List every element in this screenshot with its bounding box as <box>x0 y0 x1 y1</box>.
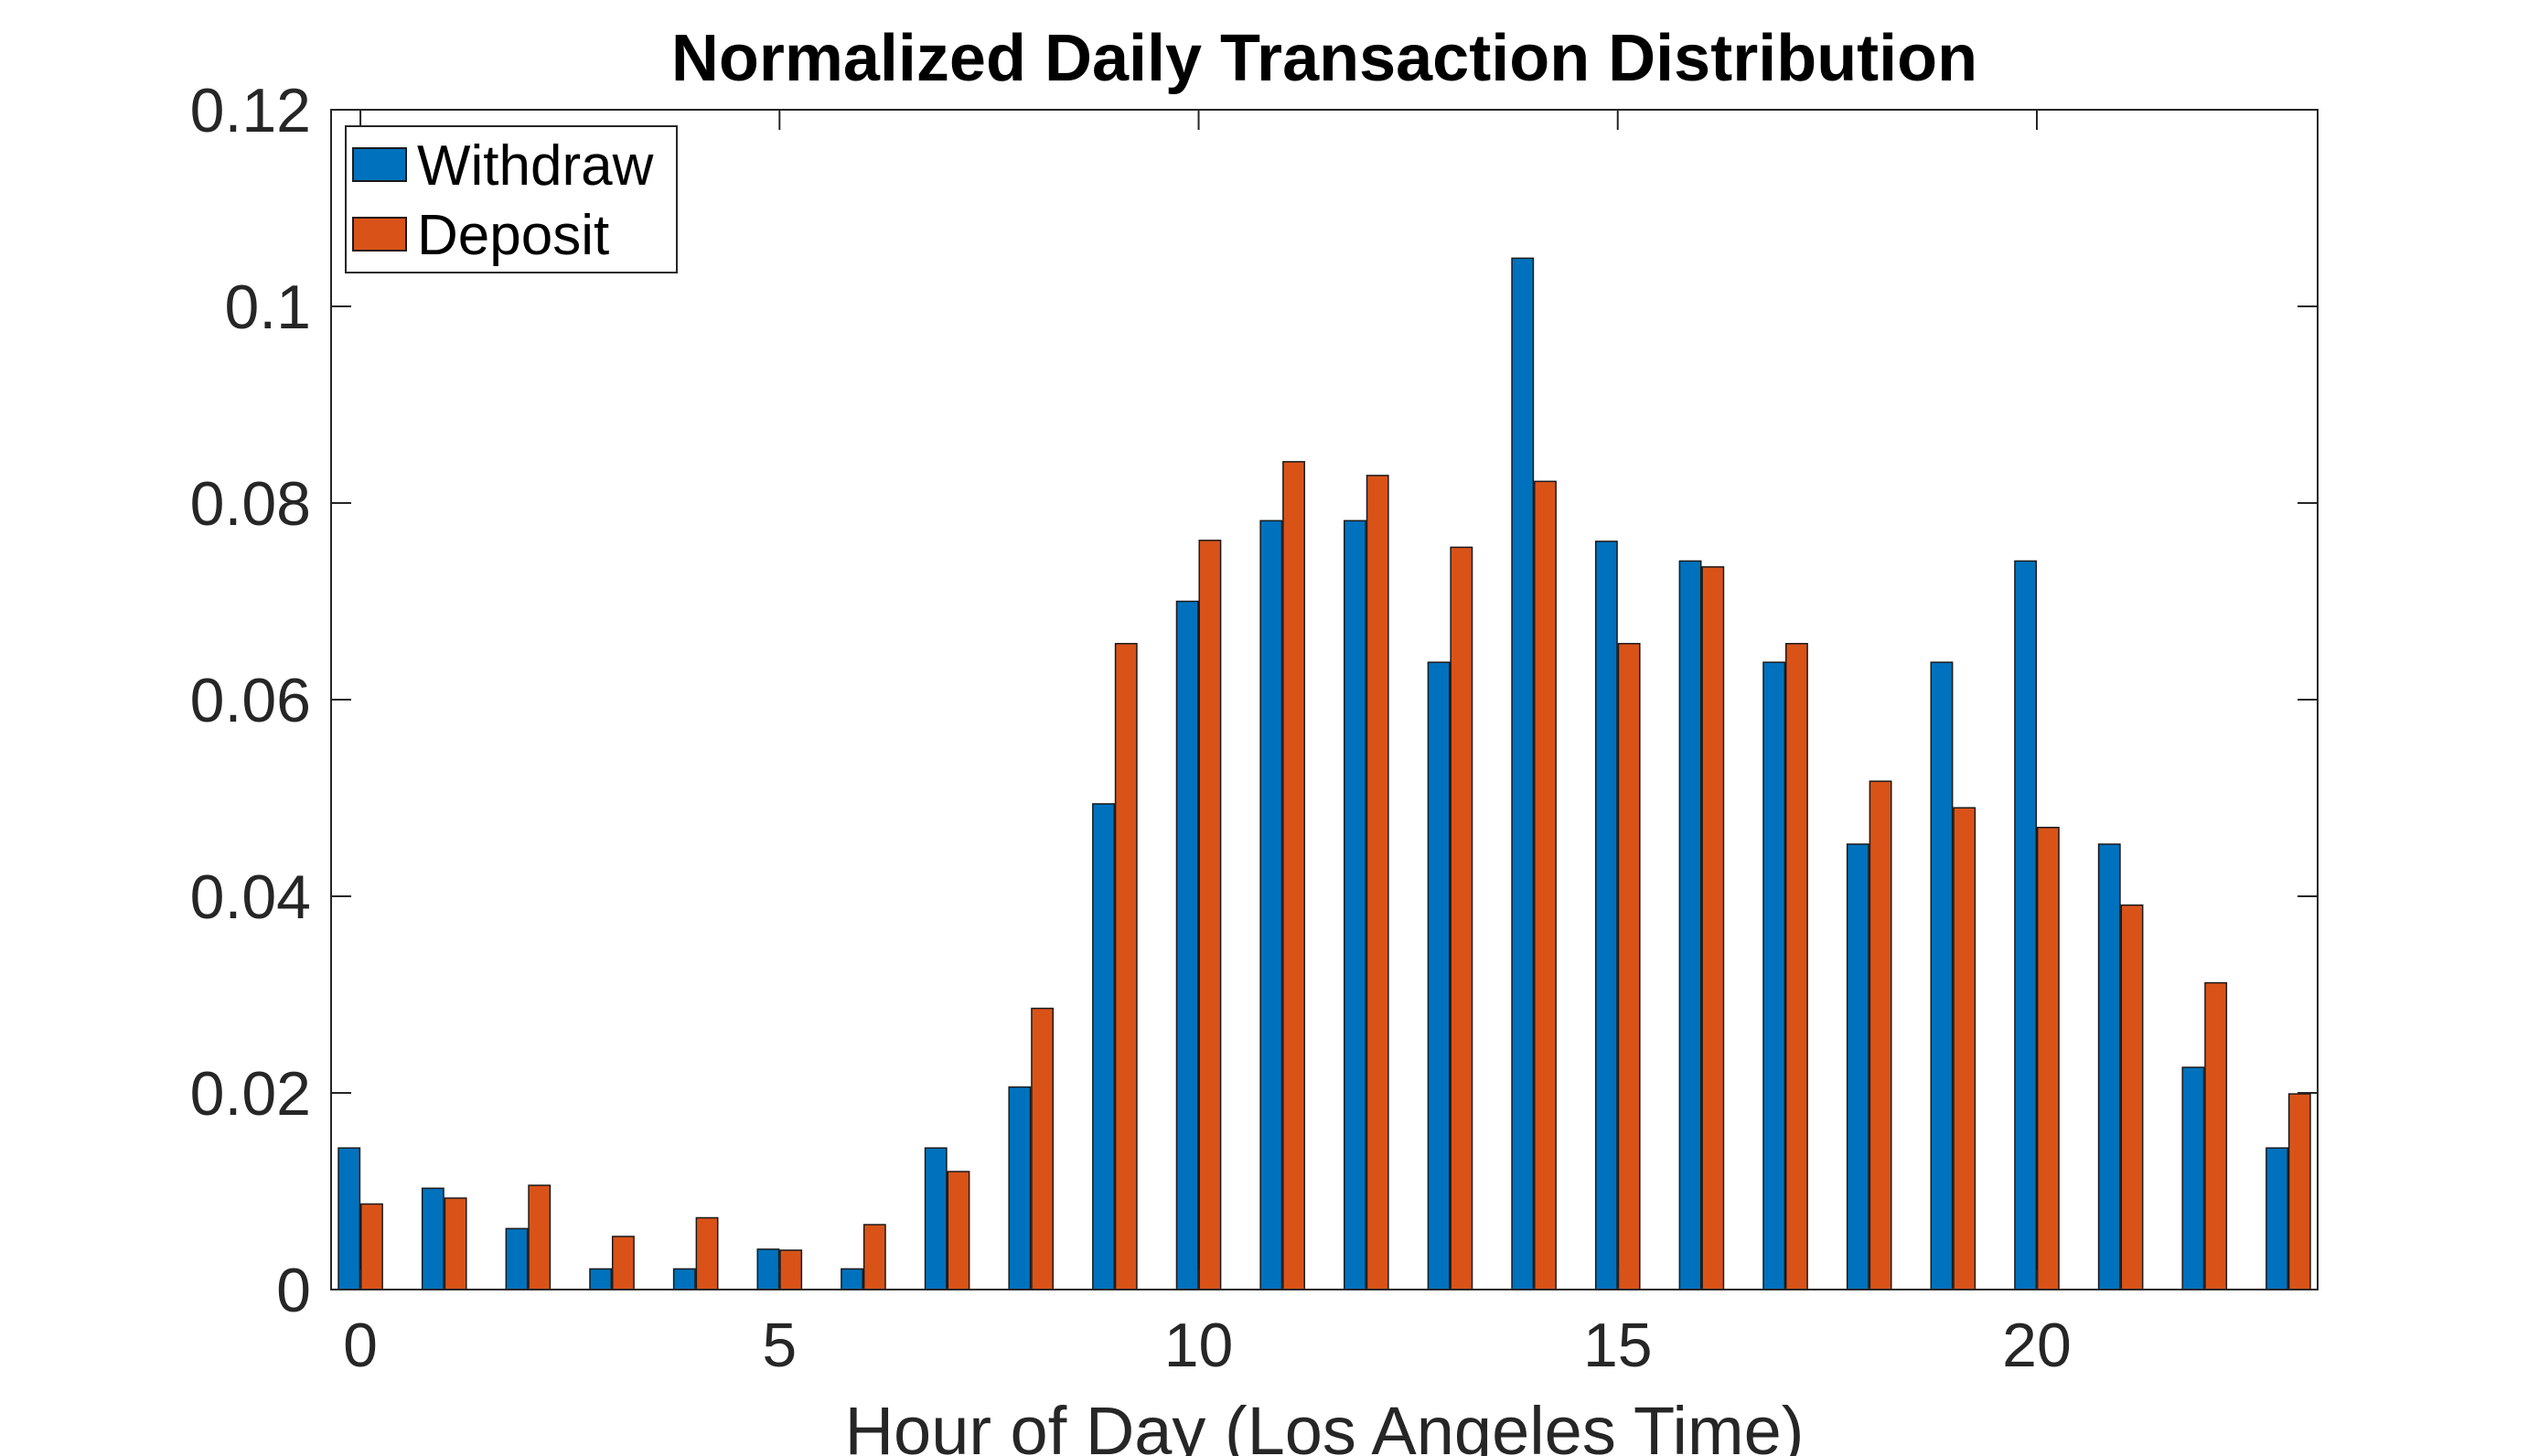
bar-deposit-hour-21 <box>2120 904 2144 1290</box>
x-tick-label: 20 <box>2002 1311 2072 1380</box>
bar-withdraw-hour-3 <box>589 1268 613 1290</box>
y-tick-label: 0.02 <box>190 1059 311 1129</box>
legend-label-withdraw: Withdraw <box>417 134 654 198</box>
bar-deposit-hour-5 <box>779 1249 803 1290</box>
bar-withdraw-hour-7 <box>924 1147 948 1290</box>
bar-deposit-hour-4 <box>695 1216 719 1290</box>
bar-deposit-hour-23 <box>2287 1093 2311 1290</box>
bar-withdraw-hour-20 <box>2014 560 2038 1290</box>
y-tick-label: 0.12 <box>190 76 311 145</box>
bar-deposit-hour-17 <box>1784 642 1808 1290</box>
bar-deposit-hour-19 <box>1953 807 1976 1290</box>
bar-deposit-hour-8 <box>1031 1007 1055 1290</box>
x-tick-labels: 0 5 10 15 20 <box>343 1311 2072 1380</box>
bar-withdraw-hour-8 <box>1008 1086 1032 1290</box>
bar-withdraw-hour-18 <box>1846 843 1869 1290</box>
bar-deposit-hour-9 <box>1114 642 1138 1290</box>
y-tick-label: 0.04 <box>190 862 311 932</box>
x-axis-label: Hour of Day (Los Angeles Time) <box>845 1393 1805 1456</box>
bar-withdraw-hour-17 <box>1762 661 1786 1290</box>
x-tick-label: 10 <box>1164 1311 1234 1380</box>
bar-withdraw-hour-0 <box>337 1147 361 1290</box>
bar-deposit-hour-0 <box>360 1203 383 1290</box>
legend: Withdraw Deposit <box>345 125 678 273</box>
bar-deposit-hour-13 <box>1450 546 1473 1290</box>
bar-withdraw-hour-2 <box>505 1227 529 1290</box>
bar-withdraw-hour-6 <box>841 1268 864 1290</box>
bar-deposit-hour-1 <box>444 1197 467 1290</box>
legend-swatch-withdraw <box>352 147 407 182</box>
y-tick-label: 0 <box>276 1256 311 1325</box>
bar-withdraw-hour-12 <box>1344 519 1366 1290</box>
bar-withdraw-hour-13 <box>1427 661 1451 1290</box>
bar-withdraw-hour-16 <box>1678 560 1702 1290</box>
bar-withdraw-hour-21 <box>2097 843 2121 1290</box>
bar-deposit-hour-20 <box>2036 827 2060 1290</box>
plot-area <box>331 110 2318 1290</box>
bar-withdraw-hour-4 <box>672 1268 696 1290</box>
bar-deposit-hour-14 <box>1534 480 1557 1290</box>
legend-label-deposit: Deposit <box>417 204 609 267</box>
bar-deposit-hour-12 <box>1366 475 1389 1290</box>
bar-withdraw-hour-10 <box>1175 600 1199 1290</box>
bar-deposit-hour-6 <box>862 1224 886 1290</box>
bar-withdraw-hour-1 <box>421 1187 445 1290</box>
chart-title: Normalized Daily Transaction Distributio… <box>671 22 1977 95</box>
bar-withdraw-hour-23 <box>2266 1147 2288 1290</box>
bar-deposit-hour-3 <box>611 1236 635 1290</box>
bar-withdraw-hour-5 <box>756 1248 780 1290</box>
bar-deposit-hour-16 <box>1701 566 1725 1290</box>
ticks-layer <box>331 109 2318 1290</box>
y-tick-labels: 0 0.02 0.04 0.06 0.08 0.1 0.12 <box>190 76 311 1325</box>
bar-deposit-hour-22 <box>2204 981 2228 1290</box>
bar-withdraw-hour-22 <box>2181 1066 2205 1290</box>
bar-withdraw-hour-19 <box>1930 661 1954 1290</box>
bar-withdraw-hour-11 <box>1259 519 1283 1290</box>
x-tick-label: 15 <box>1583 1311 1653 1380</box>
bar-deposit-hour-15 <box>1617 642 1641 1290</box>
bar-deposit-hour-7 <box>947 1171 970 1290</box>
y-tick-label: 0.06 <box>190 666 311 735</box>
y-tick-label: 0.1 <box>224 273 311 342</box>
bar-withdraw-hour-15 <box>1594 541 1618 1290</box>
bar-deposit-hour-10 <box>1198 540 1222 1290</box>
bar-withdraw-hour-9 <box>1092 803 1115 1290</box>
bar-withdraw-hour-14 <box>1511 257 1535 1290</box>
x-tick-label: 5 <box>762 1311 797 1380</box>
bar-deposit-hour-18 <box>1869 780 1892 1290</box>
legend-swatch-deposit <box>352 217 407 252</box>
x-tick-label: 0 <box>343 1311 378 1380</box>
bar-deposit-hour-11 <box>1282 461 1305 1290</box>
bar-deposit-hour-2 <box>528 1184 552 1290</box>
y-tick-label: 0.08 <box>190 469 311 539</box>
